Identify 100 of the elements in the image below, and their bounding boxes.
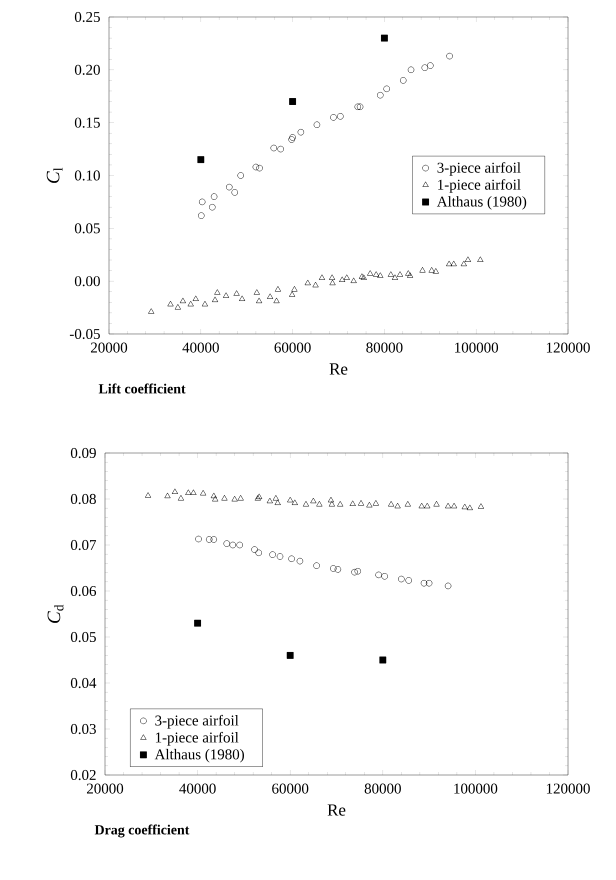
point	[312, 282, 319, 288]
point	[358, 500, 364, 506]
x-tick-label: 60000	[274, 342, 311, 353]
point	[195, 536, 202, 542]
x-tick-label: 40000	[179, 784, 216, 794]
point	[198, 212, 205, 219]
point	[200, 490, 206, 496]
point	[148, 308, 154, 314]
point	[420, 580, 428, 586]
point	[444, 502, 452, 508]
point	[254, 289, 260, 295]
point	[233, 290, 240, 296]
point	[339, 276, 346, 282]
y-tick-label: 0.25	[74, 12, 100, 22]
point	[202, 300, 208, 306]
x-tick-label: 20000	[86, 784, 124, 794]
point	[238, 494, 244, 500]
point	[210, 193, 218, 200]
point	[358, 273, 366, 279]
point	[460, 260, 467, 266]
point	[206, 536, 212, 543]
point	[330, 565, 337, 572]
point	[256, 298, 262, 304]
text: Drag coefficient	[94, 824, 190, 838]
point	[424, 502, 430, 508]
point	[478, 503, 484, 509]
x-tick-label: 80000	[366, 342, 403, 353]
x-tick-label: 40000	[182, 342, 219, 353]
point	[367, 270, 374, 276]
y-tick-label: 0.00	[74, 276, 100, 286]
point	[286, 652, 294, 659]
point	[226, 184, 233, 190]
point	[185, 489, 192, 495]
point	[255, 550, 262, 556]
y-tick-label: 0.03	[70, 724, 96, 734]
point	[329, 280, 336, 286]
point	[188, 300, 194, 306]
point	[212, 496, 218, 502]
x-axis-title: Re	[328, 804, 346, 816]
point	[314, 122, 320, 128]
point	[304, 280, 311, 286]
point	[428, 267, 435, 272]
point	[222, 292, 230, 298]
y-axis-title: C$_{d}$	[48, 604, 64, 623]
point	[466, 504, 473, 510]
point	[422, 64, 428, 71]
point	[221, 494, 228, 500]
y-tick-label: 0.08	[70, 494, 96, 504]
point	[224, 540, 230, 547]
point	[404, 500, 411, 506]
point	[334, 566, 342, 573]
point	[427, 62, 434, 69]
point	[274, 286, 282, 292]
point	[328, 496, 334, 502]
point	[316, 500, 322, 506]
point	[198, 198, 206, 206]
point	[377, 272, 384, 278]
y-tick-label: -0.05	[70, 328, 100, 340]
legend-label: 3-piece airfoil	[155, 714, 239, 729]
x-tick-label: 20000	[90, 342, 128, 353]
point	[418, 502, 425, 508]
point	[377, 92, 384, 98]
point	[477, 256, 484, 262]
point	[408, 66, 414, 74]
point	[180, 298, 186, 304]
y-tick-label: 0.06	[70, 586, 96, 596]
y-tick-label: 0.10	[74, 170, 100, 181]
point	[356, 104, 364, 110]
point	[209, 204, 216, 210]
point	[172, 488, 178, 494]
point	[354, 568, 362, 574]
point	[269, 551, 276, 558]
point	[236, 542, 243, 548]
point	[194, 620, 202, 627]
x-tick-label: 100000	[455, 342, 498, 353]
point	[287, 496, 294, 502]
legend-label: Althaus (1980)	[436, 196, 526, 210]
point	[426, 580, 432, 586]
x-tick-label: 120000	[546, 342, 590, 353]
point	[433, 500, 440, 506]
point	[373, 271, 380, 277]
point	[407, 272, 414, 278]
y-tick-label: 0.05	[70, 632, 96, 642]
point	[267, 293, 274, 299]
point	[398, 576, 405, 582]
y-tick-label: 0.09	[70, 448, 96, 458]
y-tick-label: 0.05	[74, 223, 100, 234]
point	[372, 500, 379, 506]
point	[381, 573, 388, 580]
point	[396, 271, 404, 277]
x-tick-label: 80000	[364, 784, 401, 794]
point	[167, 300, 174, 306]
point	[289, 291, 296, 297]
point	[190, 489, 197, 495]
point	[232, 189, 238, 196]
point	[354, 104, 362, 110]
point	[462, 504, 468, 510]
point	[298, 128, 304, 136]
point	[419, 267, 426, 272]
legend-label: 3-piece airfoil	[438, 162, 521, 176]
